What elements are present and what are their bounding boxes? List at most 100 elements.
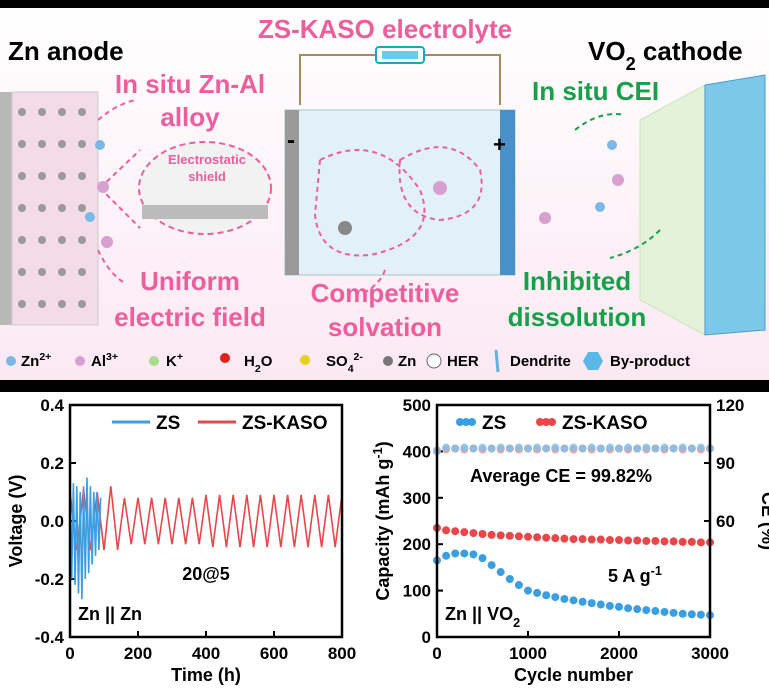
point xyxy=(615,536,623,545)
point xyxy=(696,443,705,452)
point xyxy=(487,530,496,539)
cei-label: In situ CEI xyxy=(532,76,659,106)
solvation-arrow xyxy=(359,269,386,296)
y-tick-label: 200 xyxy=(403,535,431,554)
axis-title: Capacity (mAh g-1) xyxy=(371,441,393,600)
line-series xyxy=(69,486,343,551)
legend-label: Dendrite xyxy=(510,353,571,370)
point xyxy=(633,605,642,614)
point xyxy=(487,444,496,453)
point xyxy=(560,444,569,453)
point xyxy=(624,536,633,545)
point xyxy=(651,536,660,545)
point xyxy=(460,443,469,452)
y-tick-label: 0 xyxy=(422,628,431,647)
anode-dot xyxy=(38,268,46,276)
legend-icon xyxy=(300,355,310,365)
point xyxy=(615,444,623,453)
point xyxy=(624,443,633,452)
anode-dot xyxy=(58,108,66,116)
point xyxy=(678,609,687,618)
legend-swatch xyxy=(536,418,544,426)
legend-label: Zn2+ xyxy=(21,351,51,370)
point xyxy=(660,607,669,616)
ion xyxy=(101,236,113,248)
point xyxy=(587,443,596,452)
point xyxy=(669,444,678,453)
text-part: HER xyxy=(447,353,479,370)
legend-label: ZS xyxy=(156,413,180,434)
point xyxy=(605,601,614,610)
point xyxy=(451,444,460,453)
point xyxy=(605,536,614,545)
y-tick-label: -0.2 xyxy=(35,570,64,589)
dissolution-label: Inhibited dissolution xyxy=(508,266,647,332)
text-part: -1 xyxy=(651,564,662,578)
annotation: 5 A g-1 xyxy=(608,564,662,586)
x-tick-label: 3000 xyxy=(691,644,729,663)
legend-swatch xyxy=(468,418,476,426)
text-part: 3+ xyxy=(106,351,118,363)
shield-label: Electrostatic shield xyxy=(168,152,246,184)
text-part: cathode xyxy=(636,36,743,66)
anode-edge xyxy=(0,92,12,325)
anode-dot xyxy=(18,268,26,276)
point xyxy=(624,604,633,613)
anode-dot xyxy=(58,268,66,276)
text-part: 2 xyxy=(513,616,520,630)
annotation: Zn || Zn xyxy=(78,604,142,624)
text-part: 5 A g xyxy=(608,566,651,586)
legend-label: H2O xyxy=(244,353,273,375)
point xyxy=(533,533,542,542)
field-label: Uniform electric field xyxy=(114,266,266,332)
anode-dot xyxy=(18,204,26,212)
legend-swatch xyxy=(462,418,470,426)
legend-label: By-product xyxy=(610,353,690,370)
ion xyxy=(97,181,109,193)
point xyxy=(669,608,678,617)
anode-dot xyxy=(78,204,86,212)
ion xyxy=(607,140,617,150)
line-series xyxy=(69,477,102,600)
x-tick-label: 1000 xyxy=(509,644,547,663)
annotation: Zn || VO2 xyxy=(445,604,520,630)
x-tick-label: 2000 xyxy=(600,644,638,663)
point xyxy=(596,535,605,544)
anode-arrows xyxy=(97,99,141,284)
ion xyxy=(612,174,624,186)
point xyxy=(442,551,451,560)
y2-tick-label: 60 xyxy=(716,512,735,531)
legend-label: Zn xyxy=(398,353,416,370)
point xyxy=(505,444,514,453)
legend-label: SO42- xyxy=(326,351,363,375)
point xyxy=(460,528,469,537)
text-part: -1 xyxy=(371,447,385,458)
point xyxy=(642,606,651,615)
top-bar xyxy=(0,0,769,8)
legend-label: ZS-KASO xyxy=(242,413,328,434)
anode-dot xyxy=(78,300,86,308)
legend-swatch xyxy=(548,418,556,426)
point xyxy=(660,537,669,546)
point xyxy=(578,597,587,606)
annotation: Average CE = 99.82% xyxy=(470,466,652,486)
solvation-label: Competitive solvation xyxy=(311,278,460,342)
point xyxy=(587,599,596,608)
annotation: 20@5 xyxy=(182,564,230,584)
point xyxy=(542,591,551,600)
text-part: O xyxy=(261,353,273,370)
legend-label: Al3+ xyxy=(91,351,118,370)
point xyxy=(596,444,605,453)
point xyxy=(551,593,560,602)
anode-dot xyxy=(18,236,26,244)
point xyxy=(633,536,642,545)
text-part: K xyxy=(166,353,177,370)
anode-dot xyxy=(18,140,26,148)
point xyxy=(569,535,578,544)
solvation-shells xyxy=(313,146,483,257)
point xyxy=(442,526,451,535)
point xyxy=(460,549,469,558)
point xyxy=(478,529,487,538)
anode-dot xyxy=(38,108,46,116)
cell-cathode xyxy=(500,110,515,275)
